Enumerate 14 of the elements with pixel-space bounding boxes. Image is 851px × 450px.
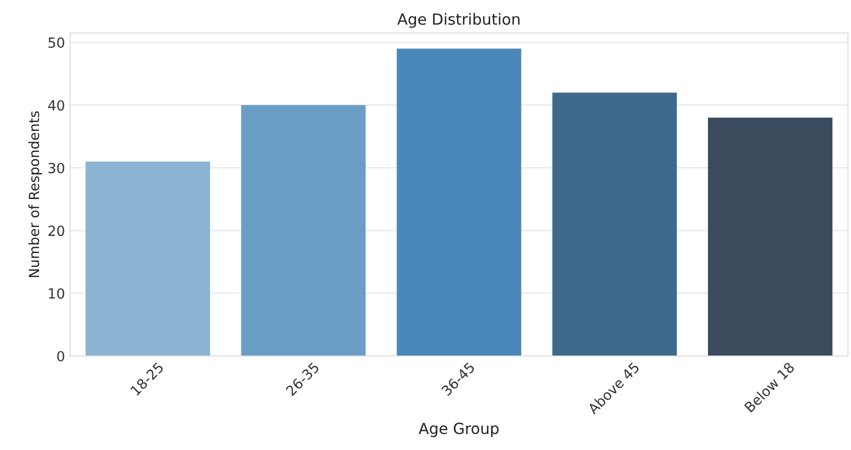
y-tick-label: 50: [48, 37, 64, 48]
bar: [552, 92, 677, 356]
y-axis-title: Number of Respondents: [28, 111, 42, 278]
bar: [86, 162, 210, 356]
y-tick-label: 0: [57, 350, 64, 362]
y-tick-label: 10: [48, 288, 64, 299]
y-tick-label: 40: [48, 100, 64, 111]
bar: [396, 48, 522, 356]
y-tick-label: 20: [48, 226, 64, 236]
bar: [241, 105, 366, 356]
x-axis-title: Age Group: [418, 422, 499, 438]
chart-title: Age Distribution: [397, 13, 520, 28]
bar: [708, 118, 832, 356]
y-tick-label: 30: [48, 162, 64, 174]
